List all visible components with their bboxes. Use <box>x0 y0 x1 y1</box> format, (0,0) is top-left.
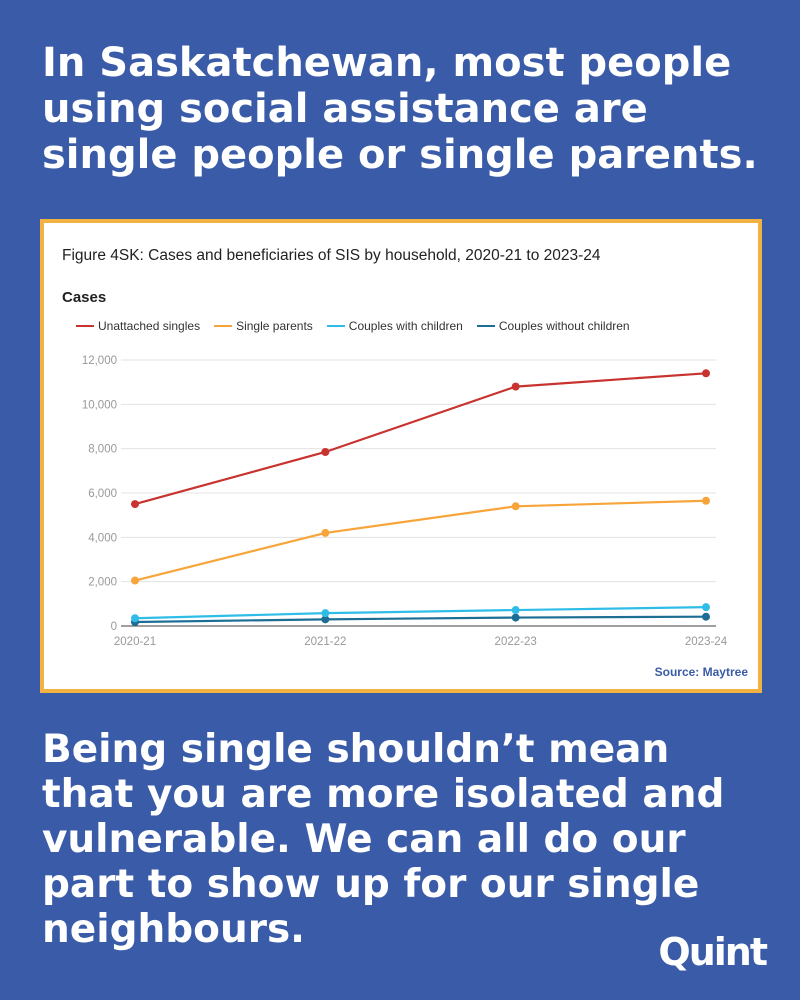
data-point-unattached-singles <box>511 382 520 391</box>
legend-label-unattached-singles: Unattached singles <box>98 319 201 333</box>
body-text: Being single shouldn’t mean that you are… <box>42 727 725 952</box>
data-point-single-parents <box>321 528 330 537</box>
data-point-couples-with-children <box>702 603 710 612</box>
chart-title: Figure 4SK: Cases and beneficiaries of S… <box>62 247 601 264</box>
x-tick-label: 2020-21 <box>114 636 156 648</box>
legend-item-couples-with-children: Couples with children <box>326 319 463 333</box>
data-point-couples-without-children <box>511 613 520 622</box>
y-tick-label: 10,000 <box>82 399 117 411</box>
x-tick-label: 2022-23 <box>495 636 537 648</box>
y-tick-label: 4,000 <box>88 532 117 544</box>
x-tick-label: 2021-22 <box>304 636 346 648</box>
quint-logo: Quint <box>658 930 768 974</box>
data-point-single-parents <box>131 576 139 585</box>
data-point-couples-with-children <box>131 614 139 623</box>
x-tick-label: 2023-24 <box>685 636 728 648</box>
y-tick-label: 12,000 <box>82 355 117 367</box>
y-tick-label: 2,000 <box>88 577 117 589</box>
data-point-unattached-singles <box>702 369 710 378</box>
data-point-single-parents <box>511 502 520 511</box>
y-tick-label: 8,000 <box>88 444 117 456</box>
legend-swatch-couples-without-children <box>476 325 495 327</box>
series-line-unattached-singles <box>134 372 707 506</box>
line-chart: 0 2,000 4,000 6,000 8,000 10,000 12,000 2020-21… <box>82 355 728 648</box>
legend-label-single-parents: Single parents <box>236 319 313 333</box>
legend-label-couples-with-children: Couples with children <box>348 319 463 333</box>
data-point-couples-without-children <box>702 612 710 621</box>
data-point-couples-with-children <box>321 609 330 618</box>
data-point-unattached-singles <box>131 500 139 509</box>
legend-label-couples-without-children: Couples without children <box>498 319 630 333</box>
y-tick-label: 6,000 <box>88 488 117 500</box>
data-point-single-parents <box>702 496 710 505</box>
data-point-couples-with-children <box>511 606 520 615</box>
chart-subtitle: Cases <box>62 289 107 306</box>
legend-item-single-parents: Single parents <box>214 319 313 333</box>
legend-item-couples-without-children: Couples without children <box>476 319 630 333</box>
legend-swatch-couples-with-children <box>326 325 345 327</box>
y-tick-label: 0 <box>111 621 117 633</box>
series-line-couples-with-children <box>134 606 707 620</box>
source-note: Source: Maytree <box>654 665 748 679</box>
series-line-single-parents <box>134 499 707 582</box>
series-line-couples-without-children <box>134 615 707 624</box>
data-point-couples-without-children <box>321 615 330 624</box>
legend-swatch-single-parents <box>214 325 233 327</box>
headline: In Saskatchewan, most people using socia… <box>42 40 758 178</box>
chart-legend: Unattached singles Single parents Couple… <box>76 319 630 333</box>
legend-swatch-unattached-singles <box>76 325 94 327</box>
legend-item-unattached-singles: Unattached singles <box>76 319 200 333</box>
data-point-unattached-singles <box>321 447 330 456</box>
chart-card: Figure 4SK: Cases and beneficiaries of S… <box>40 219 762 693</box>
